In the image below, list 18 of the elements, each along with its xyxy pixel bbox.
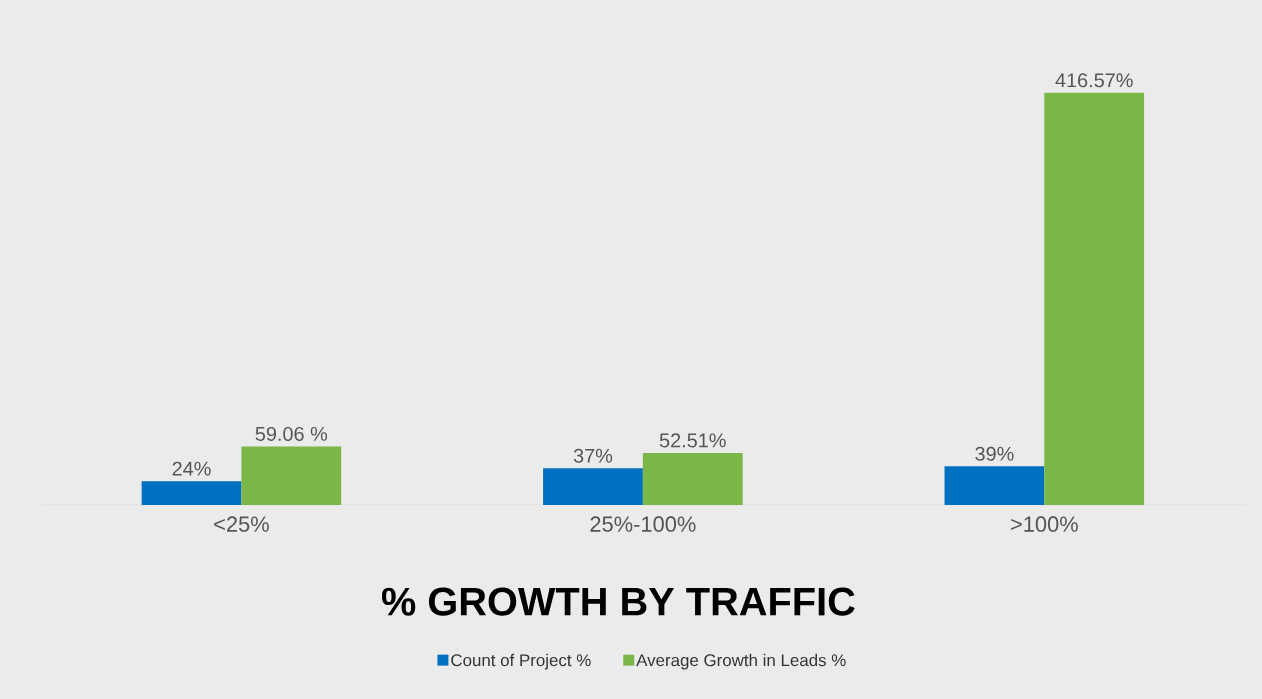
data-label: 416.57% — [1055, 73, 1133, 88]
x-tick-label: >100% — [1011, 516, 1078, 532]
x-tick-label: <25% — [214, 516, 269, 532]
bar — [543, 468, 643, 505]
x-tick-label: 25%-100% — [590, 516, 696, 532]
data-label: 59.06 % — [255, 426, 328, 441]
bar — [141, 480, 242, 505]
data-label: 52.51% — [659, 433, 726, 448]
data-label: 24% — [172, 461, 211, 476]
bar — [642, 452, 743, 505]
bar — [241, 446, 342, 505]
data-label: 39% — [975, 446, 1014, 461]
legend-label: Count of Project % — [451, 653, 591, 670]
data-label: 37% — [573, 448, 613, 463]
bar — [944, 466, 1045, 505]
text: % GROWTH BY TRAFFIC — [381, 587, 855, 616]
legend-label: Average Growth in Leads % — [636, 653, 846, 670]
bar — [1044, 92, 1145, 505]
